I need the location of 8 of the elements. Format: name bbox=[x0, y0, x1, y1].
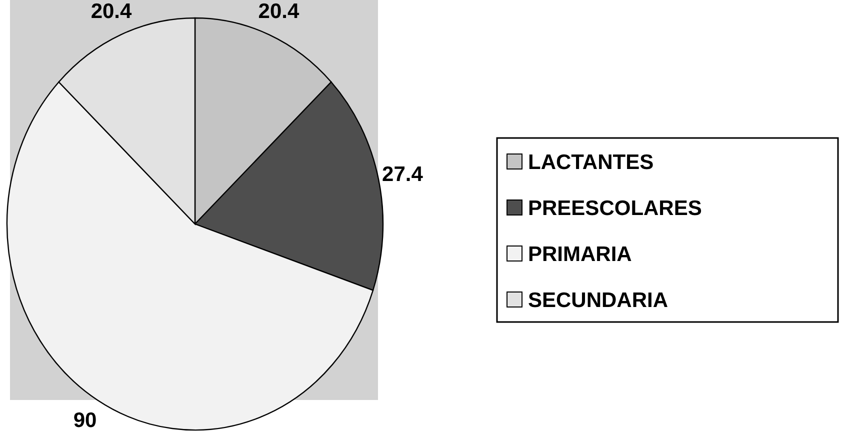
data-label: 90 bbox=[73, 409, 97, 432]
legend-label: LACTANTES bbox=[528, 151, 654, 174]
data-label: 27.4 bbox=[382, 163, 424, 186]
legend-label: PRIMARIA bbox=[528, 243, 632, 266]
legend-label: SECUNDARIA bbox=[528, 289, 668, 312]
legend-label: PREESCOLARES bbox=[528, 197, 702, 220]
data-label: 20.4 bbox=[258, 0, 300, 23]
data-label: 20.4 bbox=[90, 0, 132, 23]
